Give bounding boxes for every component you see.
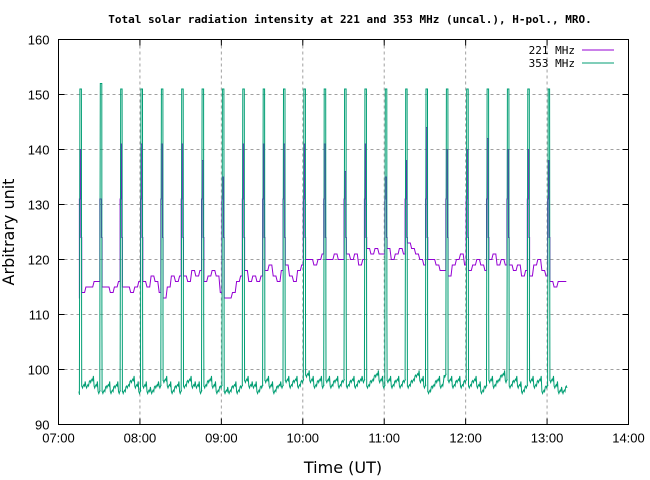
x-tick-label: 10:00: [287, 431, 320, 446]
y-tick-label: 90: [35, 418, 49, 433]
series-line-353-mhz: [78, 83, 568, 396]
legend: 221 MHz 353 MHz: [529, 44, 614, 70]
y-tick-label: 140: [28, 143, 50, 158]
chart-title: Total solar radiation intensity at 221 a…: [108, 13, 591, 26]
y-tick-label: 120: [28, 253, 50, 268]
series-line-221-mhz: [78, 127, 567, 299]
x-axis-label: Time (UT): [303, 458, 382, 477]
y-tick-label: 110: [29, 308, 50, 323]
y-tick-label: 150: [28, 88, 50, 103]
legend-label-353: 353 MHz: [529, 57, 575, 70]
x-tick-label: 09:00: [205, 431, 238, 446]
x-tick-label: 11:00: [368, 431, 400, 446]
legend-label-221: 221 MHz: [529, 44, 575, 57]
series-lines: [78, 83, 568, 396]
x-tick-label: 12:00: [449, 431, 482, 446]
plot-border: [58, 39, 629, 425]
x-tick-label: 13:00: [531, 431, 564, 446]
y-tick-label: 100: [28, 363, 50, 378]
x-tick-label: 14:00: [612, 431, 645, 446]
y-tick-label: 130: [28, 198, 50, 213]
ticks: 90 100 110 120 130 140 150 160 07:00 08:00 09:00 10…: [28, 33, 645, 446]
x-tick-label: 08:00: [124, 431, 157, 446]
x-tick-label: 07:00: [42, 431, 75, 446]
y-axis-label: Arbitrary unit: [0, 179, 18, 286]
y-tick-label: 160: [28, 33, 50, 48]
